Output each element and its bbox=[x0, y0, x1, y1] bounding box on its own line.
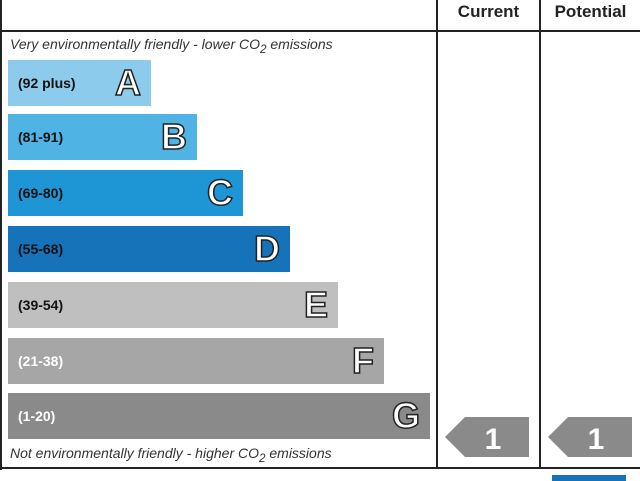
band-range: (69-80) bbox=[18, 185, 64, 201]
border-left bbox=[0, 0, 2, 470]
bottom-note-sub: 2 bbox=[259, 451, 266, 465]
divider-current bbox=[436, 0, 438, 469]
band-letter: E bbox=[303, 283, 329, 326]
top-note: Very environmentally friendly - lower CO… bbox=[10, 36, 333, 56]
band-letter: A bbox=[114, 61, 142, 104]
band-range: (81-91) bbox=[18, 129, 64, 145]
bottom-blue-element bbox=[552, 475, 626, 481]
bottom-note-end: emissions bbox=[265, 445, 332, 461]
current-rating-arrow: 1 bbox=[445, 417, 529, 457]
band-letter: B bbox=[160, 115, 188, 158]
band-F: (21-38) F bbox=[8, 338, 384, 384]
bottom-note-text: Not environmentally friendly - higher CO bbox=[10, 445, 259, 461]
divider-potential bbox=[539, 0, 541, 469]
potential-arrow-shape bbox=[548, 417, 632, 457]
band-D: (55-68) D bbox=[8, 226, 290, 272]
top-note-text: Very environmentally friendly - lower CO bbox=[10, 36, 261, 52]
border-bottom bbox=[0, 467, 640, 469]
top-note-end: emissions bbox=[266, 36, 333, 52]
band-E: (39-54) E bbox=[8, 282, 338, 328]
band-letter: D bbox=[253, 227, 281, 270]
band-range: (55-68) bbox=[18, 241, 64, 257]
header-current: Current bbox=[457, 2, 520, 21]
band-B: (81-91) B bbox=[8, 114, 197, 160]
band-range: (92 plus) bbox=[18, 75, 76, 91]
current-arrow-shape bbox=[445, 417, 529, 457]
band-G: (1-20) G bbox=[8, 393, 430, 439]
band-range: (21-38) bbox=[18, 353, 64, 369]
potential-value: 1 bbox=[588, 423, 605, 456]
potential-rating-arrow: 1 bbox=[548, 417, 632, 457]
band-range: (1-20) bbox=[18, 408, 56, 424]
header-potential: Potential bbox=[554, 2, 627, 21]
band-letter: F bbox=[351, 339, 375, 382]
band-A: (92 plus) A bbox=[8, 60, 151, 106]
band-range: (39-54) bbox=[18, 297, 64, 313]
border-header-bottom bbox=[0, 30, 640, 32]
current-value: 1 bbox=[485, 423, 502, 456]
band-letter: G bbox=[391, 394, 421, 437]
band-C: (69-80) C bbox=[8, 170, 243, 216]
band-letter: C bbox=[206, 171, 234, 214]
top-note-sub: 2 bbox=[260, 42, 267, 56]
bottom-note: Not environmentally friendly - higher CO… bbox=[10, 445, 332, 465]
